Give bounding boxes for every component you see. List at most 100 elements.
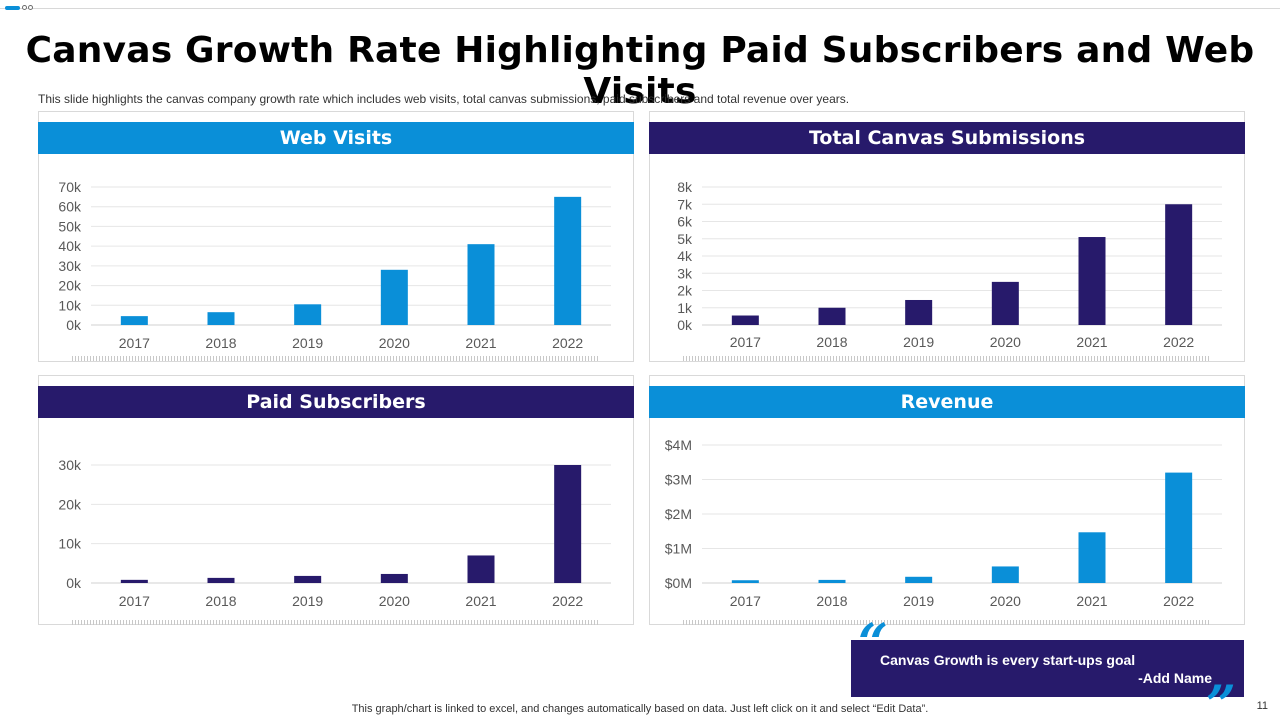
web-visits-header: Web Visits — [38, 122, 634, 154]
revenue-header: Revenue — [649, 386, 1245, 418]
x-tick-label: 2021 — [465, 335, 496, 351]
x-tick-label: 2018 — [816, 593, 847, 609]
paid-subscribers-chart: 0k 10k 20k 30k 2017 2018 2019 2020 2021 2022 — [58, 457, 611, 609]
bar — [554, 196, 582, 325]
y-tick-label: 0k — [66, 575, 82, 591]
bar — [818, 579, 846, 583]
y-tick-label: $0M — [665, 575, 692, 591]
x-tick-label: 2022 — [1163, 334, 1194, 350]
bar — [731, 580, 759, 583]
x-tick-label: 2020 — [990, 334, 1021, 350]
y-tick-label: 60k — [58, 199, 82, 215]
x-tick-label: 2020 — [379, 335, 410, 351]
y-tick-label: 30k — [58, 457, 82, 473]
bar — [554, 465, 582, 583]
paid-subscribers-header: Paid Subscribers — [38, 386, 634, 418]
slide-subtitle: This slide highlights the canvas company… — [38, 92, 850, 106]
quote-text: Canvas Growth is every start-ups goal — [880, 652, 1136, 668]
x-tick-label: 2019 — [903, 334, 934, 350]
slide-progress-indicator — [5, 6, 20, 10]
top-divider-line — [0, 8, 1280, 9]
bar — [380, 269, 408, 325]
y-tick-label: 1k — [677, 300, 693, 316]
slide-dot — [28, 5, 33, 10]
x-tick-label: 2017 — [119, 593, 150, 609]
x-tick-label: 2018 — [205, 335, 236, 351]
footer-note: This graph/chart is linked to excel, and… — [351, 703, 929, 715]
bar — [120, 316, 148, 325]
bar — [1078, 532, 1106, 583]
bar — [467, 555, 495, 583]
chart-footer-ticks — [683, 620, 1211, 625]
bar — [120, 579, 148, 583]
x-tick-label: 2021 — [1076, 593, 1107, 609]
x-tick-label: 2017 — [119, 335, 150, 351]
revenue-chart: $0M $1M $2M $3M $4M 2017 2018 2019 2020 2021 2022 — [665, 437, 1222, 609]
quote-box: Canvas Growth is every start-ups goal -A… — [851, 640, 1244, 697]
x-tick-label: 2022 — [552, 335, 583, 351]
x-tick-label: 2017 — [730, 334, 761, 350]
y-tick-label: 20k — [58, 496, 82, 512]
y-tick-label: 7k — [677, 196, 693, 212]
y-tick-label: 50k — [58, 218, 82, 234]
y-tick-label: 0k — [66, 317, 82, 333]
x-tick-label: 2019 — [903, 593, 934, 609]
quote-author: -Add Name — [1138, 670, 1212, 686]
y-tick-label: 40k — [58, 238, 82, 254]
bar — [991, 281, 1019, 325]
x-tick-label: 2020 — [990, 593, 1021, 609]
x-tick-label: 2022 — [1163, 593, 1194, 609]
slide-dot — [22, 5, 27, 10]
x-tick-label: 2018 — [205, 593, 236, 609]
y-tick-label: 0k — [677, 317, 693, 333]
y-tick-label: $1M — [665, 541, 692, 557]
y-tick-label: 2k — [677, 283, 693, 299]
y-tick-label: $4M — [665, 437, 692, 453]
bar — [207, 577, 235, 583]
x-tick-label: 2021 — [1076, 334, 1107, 350]
bar — [1165, 204, 1193, 325]
bar — [294, 304, 322, 325]
chart-footer-ticks — [72, 620, 600, 625]
bar — [294, 575, 322, 583]
y-tick-label: 4k — [677, 248, 693, 264]
close-quote-icon: ” — [1206, 675, 1236, 720]
web-visits-panel: Web Visits 0k 10k 20k 30k 40k 50k 60k 70k 2017 20… — [38, 111, 634, 362]
y-tick-label: 5k — [677, 231, 693, 247]
bar — [1078, 237, 1106, 325]
bar — [731, 315, 759, 325]
x-tick-label: 2019 — [292, 593, 323, 609]
y-tick-label: 10k — [58, 297, 82, 313]
bar — [467, 244, 495, 325]
chart-footer-ticks — [683, 356, 1211, 361]
bar — [818, 307, 846, 325]
bar — [207, 312, 235, 325]
y-tick-label: 3k — [677, 265, 693, 281]
x-tick-label: 2017 — [730, 593, 761, 609]
x-tick-label: 2019 — [292, 335, 323, 351]
web-visits-chart: 0k 10k 20k 30k 40k 50k 60k 70k 2017 2018 2019 2020 2… — [58, 179, 611, 351]
y-tick-label: $2M — [665, 506, 692, 522]
page-number: 11 — [1256, 700, 1268, 712]
x-tick-label: 2021 — [465, 593, 496, 609]
y-tick-label: 70k — [58, 179, 82, 195]
y-tick-label: 20k — [58, 278, 82, 294]
y-tick-label: 8k — [677, 179, 693, 195]
canvas-submissions-panel: Total Canvas Submissions 0k 1k 2k 3k 4k 5k 6k 7… — [649, 111, 1245, 362]
chart-footer-ticks — [72, 356, 600, 361]
bar — [905, 299, 933, 325]
bar — [380, 573, 408, 583]
slide-title: Canvas Growth Rate Highlighting Paid Sub… — [25, 30, 1255, 112]
bar — [905, 576, 933, 583]
bar — [991, 566, 1019, 583]
bar — [1165, 472, 1193, 583]
y-tick-label: 30k — [58, 258, 82, 274]
canvas-submissions-header: Total Canvas Submissions — [649, 122, 1245, 154]
x-tick-label: 2020 — [379, 593, 410, 609]
y-tick-label: 10k — [58, 536, 82, 552]
open-quote-icon: “ — [858, 613, 888, 674]
paid-subscribers-panel: Paid Subscribers 0k 10k 20k 30k 2017 2018 2019… — [38, 375, 634, 625]
y-tick-label: $3M — [665, 472, 692, 488]
revenue-panel: Revenue $0M $1M $2M $3M $4M 2017 2018 2019 2020 2… — [649, 375, 1245, 625]
